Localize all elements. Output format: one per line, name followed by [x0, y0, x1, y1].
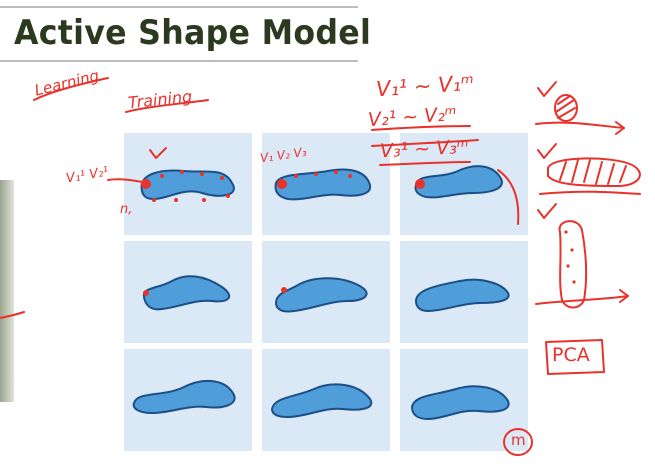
- annotation-n1: n,: [120, 202, 133, 217]
- shape-icon: [414, 278, 510, 313]
- slide-title: Active Shape Model: [14, 13, 372, 53]
- annotation-eq3: V₃¹ ~ V₃ᵐ: [379, 135, 470, 163]
- shape-icon: [140, 169, 235, 201]
- shape-icon: [274, 168, 372, 201]
- shape-cell-r2c2: [262, 241, 390, 343]
- annotation-m: m: [511, 431, 526, 449]
- header-rule-bottom: [0, 60, 358, 62]
- shape-grid: [124, 133, 528, 451]
- shape-icon: [410, 385, 510, 421]
- annotation-training: Training: [127, 86, 194, 113]
- annotation-learning: Learning: [32, 66, 101, 100]
- slide-header: Active Shape Model: [0, 0, 655, 64]
- shape-cell-r3c2: [262, 349, 390, 451]
- shape-icon: [274, 277, 368, 313]
- header-rule-top: [0, 6, 358, 8]
- shape-icon: [142, 275, 231, 311]
- shape-cell-r1c1: [124, 133, 252, 235]
- shape-cell-r2c3: [400, 241, 528, 343]
- annotation-point-labels-1: V₁¹ V₂¹: [65, 164, 110, 187]
- shape-cell-r2c1: [124, 241, 252, 343]
- left-accent-bar: [0, 180, 14, 402]
- shape-icon: [270, 383, 373, 419]
- annotation-eq2: V₂¹ ~ V₂ᵐ: [367, 102, 458, 132]
- shape-icon: [132, 379, 236, 415]
- annotation-eq1: V₁¹ ~ V₁ᵐ: [375, 70, 475, 102]
- annotation-pca: PCA: [552, 344, 590, 366]
- shape-icon: [414, 165, 503, 199]
- shape-cell-r3c1: [124, 349, 252, 451]
- shape-cell-r3c3: [400, 349, 528, 451]
